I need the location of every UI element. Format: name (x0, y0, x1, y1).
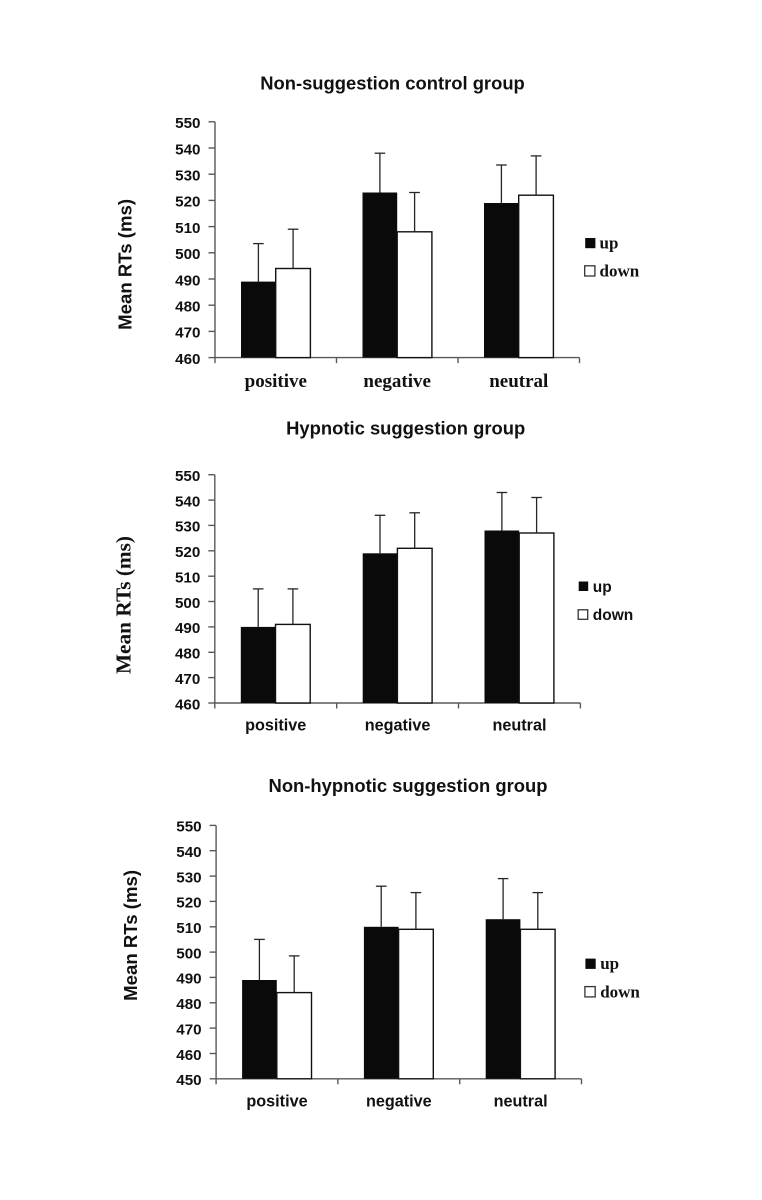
svg-text:540: 540 (176, 844, 201, 861)
svg-text:down: down (600, 982, 640, 1001)
svg-text:550: 550 (175, 115, 200, 132)
svg-text:negative: negative (365, 716, 431, 734)
svg-text:up: up (600, 234, 619, 253)
svg-text:530: 530 (175, 168, 200, 185)
svg-text:520: 520 (175, 194, 200, 211)
svg-text:460: 460 (176, 1047, 201, 1064)
svg-text:550: 550 (175, 468, 200, 485)
svg-text:460: 460 (175, 351, 200, 368)
svg-text:500: 500 (175, 246, 200, 263)
svg-text:up: up (593, 579, 612, 596)
svg-text:positive: positive (246, 1093, 307, 1111)
svg-text:520: 520 (176, 895, 201, 912)
svg-text:540: 540 (175, 141, 200, 158)
svg-text:480: 480 (175, 646, 200, 663)
svg-text:490: 490 (175, 620, 200, 637)
svg-text:540: 540 (175, 493, 200, 510)
svg-text:510: 510 (176, 920, 201, 937)
svg-text:490: 490 (176, 971, 201, 988)
svg-text:neutral: neutral (494, 1093, 548, 1111)
svg-text:Non-suggestion control group: Non-suggestion control group (260, 73, 525, 94)
svg-text:Non-hypnotic suggestion group: Non-hypnotic suggestion group (269, 775, 548, 796)
svg-text:470: 470 (175, 671, 200, 688)
svg-text:neutral: neutral (493, 716, 547, 734)
svg-text:480: 480 (176, 996, 201, 1013)
svg-text:470: 470 (176, 1021, 201, 1038)
svg-text:530: 530 (176, 869, 201, 886)
svg-text:500: 500 (175, 595, 200, 612)
svg-text:530: 530 (175, 519, 200, 536)
svg-text:Mean RTs (ms): Mean RTs (ms) (115, 199, 136, 330)
svg-text:500: 500 (176, 945, 201, 962)
svg-text:Mean RTs (ms): Mean RTs (ms) (112, 536, 136, 674)
svg-text:510: 510 (175, 220, 200, 237)
svg-text:positive: positive (245, 371, 307, 392)
svg-text:510: 510 (175, 570, 200, 587)
svg-text:up: up (600, 954, 619, 973)
svg-text:down: down (593, 607, 633, 624)
svg-text:460: 460 (175, 696, 200, 713)
svg-text:Mean RTs (ms): Mean RTs (ms) (120, 870, 141, 1001)
svg-text:450: 450 (176, 1072, 201, 1089)
svg-text:positive: positive (245, 716, 306, 734)
svg-text:Hypnotic suggestion group: Hypnotic suggestion group (286, 417, 525, 438)
svg-text:neutral: neutral (489, 371, 548, 392)
svg-text:550: 550 (176, 819, 201, 836)
svg-text:480: 480 (175, 299, 200, 316)
svg-text:520: 520 (175, 544, 200, 561)
svg-text:negative: negative (363, 371, 431, 392)
svg-text:negative: negative (366, 1093, 432, 1111)
svg-text:down: down (600, 261, 640, 280)
svg-text:490: 490 (175, 272, 200, 289)
svg-text:470: 470 (175, 325, 200, 342)
